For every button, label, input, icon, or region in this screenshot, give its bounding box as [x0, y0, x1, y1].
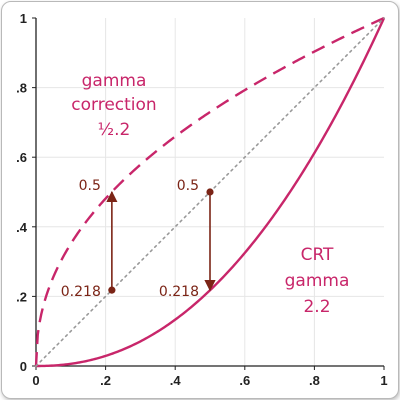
- x-tick-label: .6: [239, 373, 250, 388]
- y-tick-label: .6: [16, 150, 27, 165]
- curve-label-gamma-correction: correction: [71, 95, 156, 115]
- y-tick-label: .4: [16, 220, 28, 235]
- annotation-top-label: 0.5: [79, 178, 101, 194]
- y-tick-label: .8: [16, 81, 27, 96]
- annotation-bottom-label: 0.218: [61, 284, 101, 300]
- annotation-bottom-label: 0.218: [159, 284, 199, 300]
- series-line-gamma-correction: [34, 16, 385, 367]
- y-tick-label: 1: [20, 11, 27, 26]
- x-tick-label: .8: [309, 373, 320, 388]
- x-tick-label: .2: [100, 373, 111, 388]
- y-tick-label: 0: [20, 359, 27, 374]
- y-tick-label: .2: [16, 289, 27, 304]
- curve-label-crt-gamma: gamma: [285, 271, 350, 291]
- curve-label-crt-gamma: 2.2: [303, 297, 330, 317]
- curve-label-crt-gamma: CRT: [301, 245, 334, 265]
- curve-label-gamma-correction: ½.2: [98, 120, 131, 140]
- curve-label-gamma-correction: gamma: [82, 71, 147, 91]
- x-tick-label: 1: [380, 373, 387, 388]
- x-tick-label: 0: [32, 373, 39, 388]
- annotation-top-label: 0.5: [177, 178, 199, 194]
- x-tick-label: .4: [170, 373, 182, 388]
